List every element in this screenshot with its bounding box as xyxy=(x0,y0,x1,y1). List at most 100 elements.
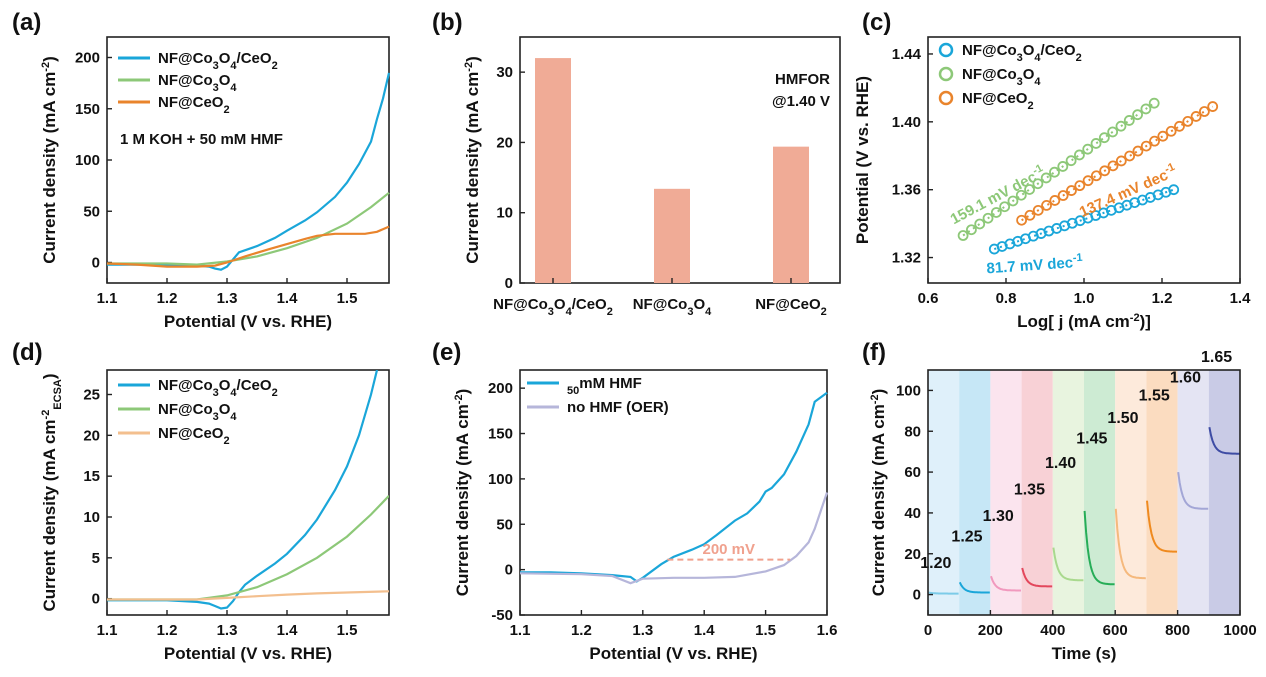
legend-label-part: NF@Co xyxy=(158,50,213,67)
x-tick-label-part: /CeO xyxy=(572,296,607,313)
y-axis-label: Current density (mA cm-2) xyxy=(453,389,472,597)
x-tick-label-part: O xyxy=(693,296,705,313)
data-point xyxy=(1024,209,1036,221)
annotation: HMFOR xyxy=(775,71,830,88)
y-tick-label: 15 xyxy=(83,468,100,485)
x-tick-label-part: 3 xyxy=(687,306,693,318)
x-tick-label-part: NF@Co xyxy=(493,296,548,313)
x-tick-label: 1.2 xyxy=(1152,290,1173,307)
data-point xyxy=(1148,97,1160,109)
y-axis-label-part: ECSA xyxy=(52,379,64,410)
legend-label-part: O xyxy=(219,377,231,394)
step-band xyxy=(1052,370,1084,615)
x-tick-label-part: 2 xyxy=(607,306,613,318)
y-tick-label: 20 xyxy=(904,546,921,563)
step-label: 1.40 xyxy=(1045,455,1076,472)
legend-label: NF@Co3O4 xyxy=(158,72,237,94)
x-axis-label: Time (s) xyxy=(1052,644,1117,663)
legend-label: NF@Co3O4/CeO2 xyxy=(962,42,1082,64)
legend-label-part: NF@CeO xyxy=(962,90,1028,107)
step-trace xyxy=(958,581,990,594)
data-point xyxy=(1057,161,1069,172)
legend-label: NF@Co3O4 xyxy=(962,66,1041,88)
legend-label-part: 4 xyxy=(230,387,237,399)
legend-label: no HMF (OER) xyxy=(567,399,669,416)
plot-frame xyxy=(927,369,1241,616)
series-line xyxy=(106,225,390,268)
legend-label: 50mM HMF xyxy=(567,375,642,397)
data-point xyxy=(1099,165,1111,177)
y-tick-label: 0 xyxy=(505,562,513,579)
x-tick-label: 1.4 xyxy=(1230,290,1252,307)
x-tick-label: 1.2 xyxy=(157,622,178,639)
x-tick-label: 1.6 xyxy=(817,622,838,639)
legend-marker xyxy=(938,42,954,58)
data-point xyxy=(1149,135,1160,147)
legend-label: NF@Co3O4 xyxy=(158,401,237,423)
step-trace xyxy=(1208,427,1240,455)
x-tick-label: 0.8 xyxy=(996,290,1017,307)
x-axis-label-part: Potential (V vs. RHE) xyxy=(164,312,332,331)
x-tick-label: 1.2 xyxy=(157,290,178,307)
x-axis-label-part: Potential (V vs. RHE) xyxy=(589,644,757,663)
y-axis-label-part: -2 xyxy=(40,410,52,420)
y-tick-label: 80 xyxy=(904,423,921,440)
data-point xyxy=(1082,143,1094,155)
legend-label-part: 4 xyxy=(230,82,237,94)
y-tick-label: 150 xyxy=(75,101,100,118)
data-point xyxy=(1207,101,1219,112)
y-tick-label: 1.44 xyxy=(892,46,922,63)
x-axis-label: Potential (V vs. RHE) xyxy=(164,644,332,663)
legend-label-part: 2 xyxy=(1076,52,1082,64)
panel-e: 1.1 1.2 1.3 1.4 1.5 1.6 -50 0 50 100 150 200 Potenti… xyxy=(432,339,837,663)
y-tick-label: 200 xyxy=(488,380,513,397)
plot-frame xyxy=(106,36,390,284)
y-tick-label: 50 xyxy=(83,203,100,220)
y-tick-label: 100 xyxy=(488,471,513,488)
x-axis-label-part: )] xyxy=(1140,312,1151,331)
data-point xyxy=(1168,184,1180,196)
panel-label: (c) xyxy=(862,9,891,36)
panel-label: (f) xyxy=(862,339,886,366)
legend-marker xyxy=(938,90,954,106)
step-trace xyxy=(1146,500,1178,553)
fit-line xyxy=(962,102,1155,237)
step-trace xyxy=(990,575,1021,592)
step-band xyxy=(959,370,991,615)
data-point xyxy=(966,224,977,236)
legend-label-part: NF@Co xyxy=(962,42,1017,59)
x-tick-label: 1.4 xyxy=(277,290,299,307)
legend-label-part: 3 xyxy=(213,387,219,399)
legend-marker xyxy=(938,66,954,82)
legend-label-part: 3 xyxy=(213,82,219,94)
step-trace xyxy=(1021,567,1053,588)
panel-label: (e) xyxy=(432,339,461,366)
x-axis-label-part: Potential (V vs. RHE) xyxy=(164,644,332,663)
data-point xyxy=(974,218,986,230)
x-tick-label-part: 2 xyxy=(821,306,827,318)
y-tick-label: 25 xyxy=(83,387,100,404)
data-point xyxy=(1082,175,1094,187)
x-axis-label: Potential (V vs. RHE) xyxy=(164,312,332,331)
x-tick-label: 400 xyxy=(1040,622,1065,639)
data-point xyxy=(1032,178,1044,190)
legend-label-part: O xyxy=(1023,42,1035,59)
y-tick-label: 60 xyxy=(904,464,921,481)
x-tick-label: 1.4 xyxy=(694,622,716,639)
data-point xyxy=(1032,204,1044,216)
y-tick-label: 20 xyxy=(496,134,513,151)
x-tick-label: 1.3 xyxy=(632,622,653,639)
series-line xyxy=(519,492,829,585)
legend-label-part: 2 xyxy=(272,60,278,72)
y-axis-label-part: -2 xyxy=(453,394,465,404)
data-point xyxy=(1140,103,1152,115)
y-axis-label-part: ) xyxy=(40,56,59,62)
y-tick-label: 0 xyxy=(505,275,513,292)
y-tick-label: 0 xyxy=(92,591,100,608)
y-axis-label-part: Current density (mA cm xyxy=(40,419,59,611)
legend-label-part: NF@CeO xyxy=(158,94,224,111)
data-point xyxy=(1124,150,1136,162)
y-axis-label-part: Current density (mA cm xyxy=(869,404,888,596)
